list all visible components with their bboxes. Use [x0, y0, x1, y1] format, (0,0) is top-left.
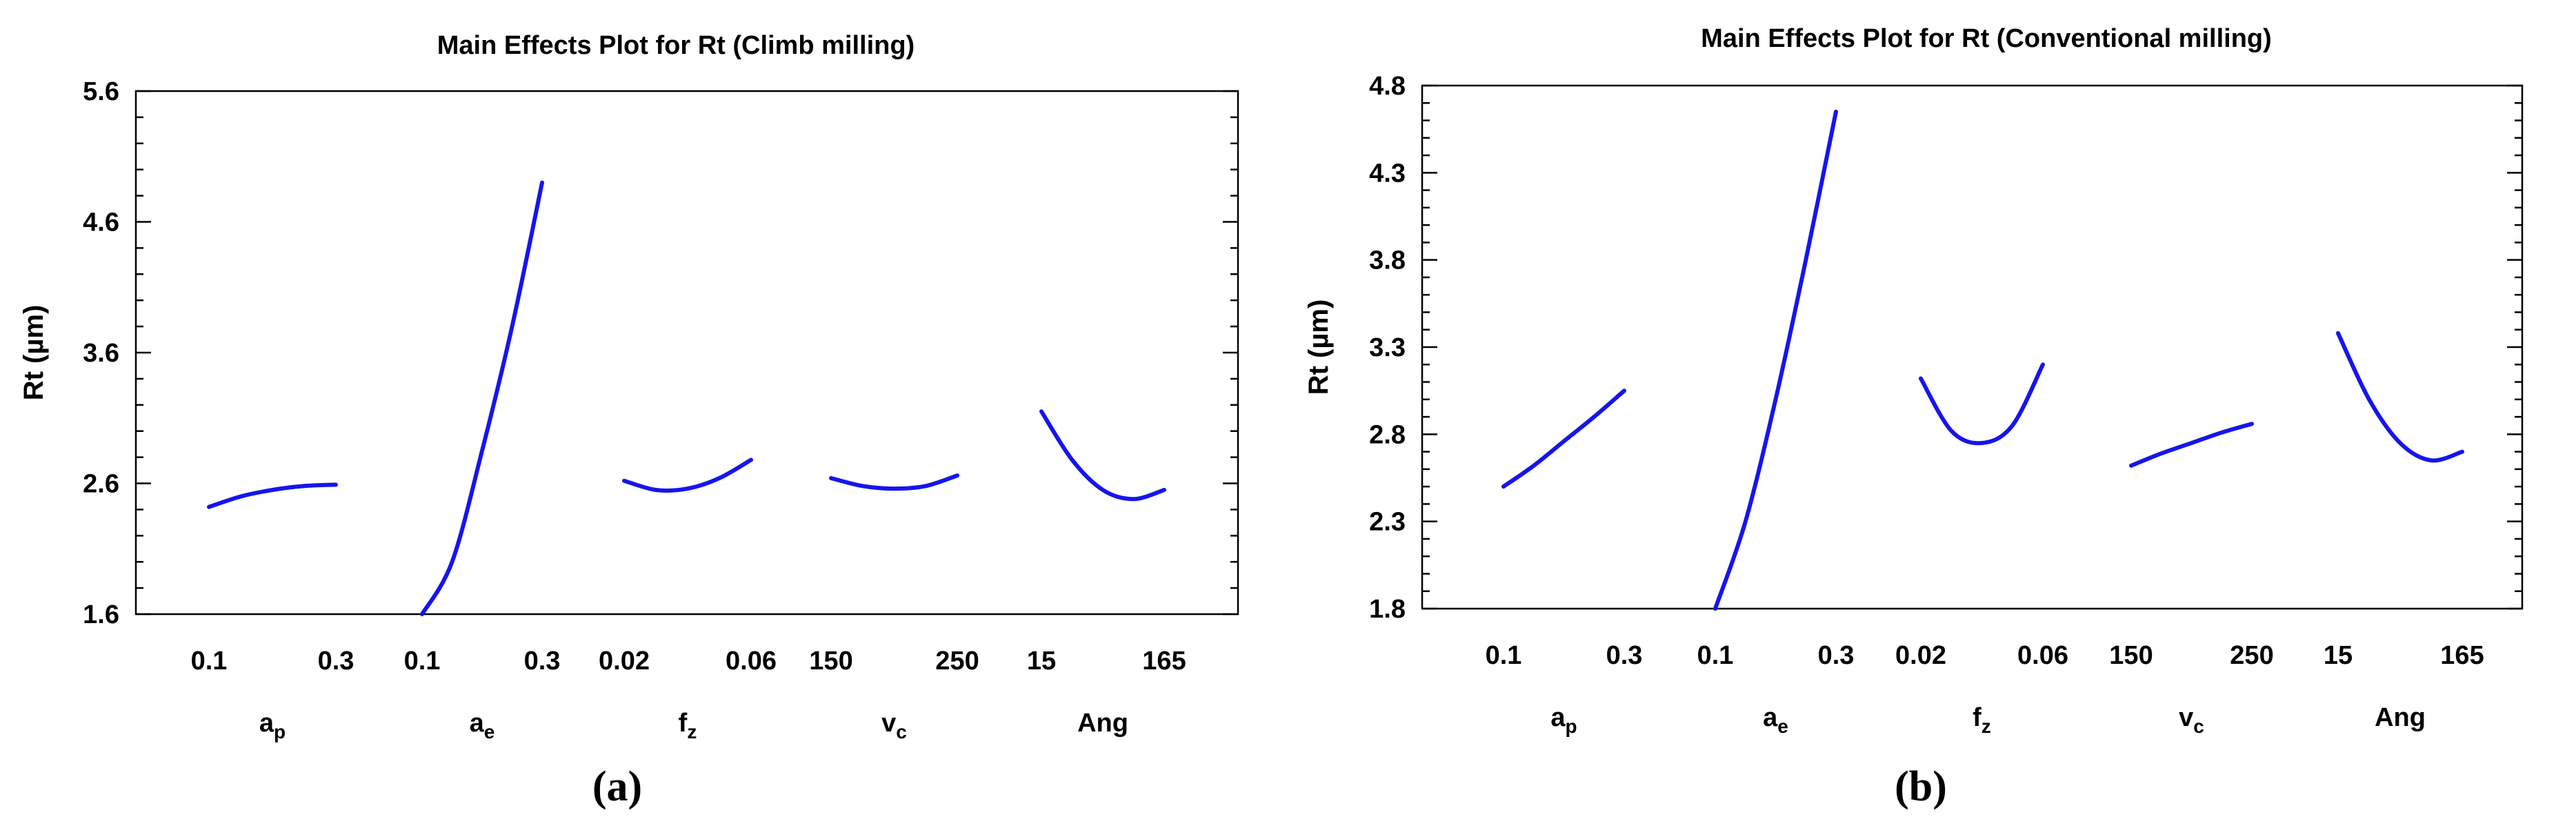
y-tick-label: 2.6: [83, 470, 119, 499]
panel-label: (b): [1895, 763, 1947, 810]
y-tick-label: 5.6: [83, 77, 119, 106]
x-tick-label-ang-high: 165: [2440, 641, 2484, 670]
x-tick-label-ang-low: 15: [2324, 641, 2353, 670]
effect-curve-ae: [420, 180, 544, 616]
effect-curve-fz: [622, 458, 753, 493]
chart-title: Main Effects Plot for Rt (Conventional m…: [1701, 24, 2272, 53]
y-tick-label: 3.3: [1369, 333, 1406, 362]
factor-label-ap: ap: [259, 709, 286, 743]
x-tick-label-fz-high: 0.06: [726, 647, 777, 676]
panel-label: (a): [592, 763, 642, 810]
x-tick-label-ap-low: 0.1: [191, 647, 228, 676]
x-tick-label-fz-low: 0.02: [1895, 641, 1946, 670]
factor-label-ap: ap: [1550, 703, 1577, 737]
factor-label-vc: vc: [881, 709, 907, 743]
y-tick-label: 2.3: [1369, 508, 1406, 537]
y-tick-label: 4.8: [1369, 72, 1406, 101]
plot-frame: [134, 90, 1239, 616]
chart-panel-1: Main Effects Plot for Rt (Climb milling)…: [19, 31, 1239, 810]
chart-panel-2: Main Effects Plot for Rt (Conventional m…: [1304, 24, 2524, 810]
factor-label-fz: fz: [679, 709, 697, 743]
plot-frame: [1421, 84, 2524, 610]
x-tick-label-ae-low: 0.1: [404, 647, 441, 676]
y-tick-label: 3.6: [83, 339, 119, 368]
effect-curve-ap: [207, 482, 338, 509]
x-tick-label-ang-low: 15: [1027, 647, 1056, 676]
x-tick-label-ap-low: 0.1: [1486, 641, 1522, 670]
factor-label-fz: fz: [1973, 703, 1991, 737]
x-tick-label-vc-low: 150: [2109, 641, 2153, 670]
x-tick-label-vc-high: 250: [2230, 641, 2273, 670]
factor-label-ae: ae: [1763, 703, 1788, 737]
x-tick-label-ae-high: 0.3: [1818, 641, 1855, 670]
effect-curve-ang: [1039, 409, 1166, 502]
chart-title: Main Effects Plot for Rt (Climb milling): [437, 31, 915, 60]
effect-curve-ang: [2336, 331, 2464, 463]
y-tick-label: 4.3: [1369, 159, 1406, 188]
y-axis-label: Rt (µm): [1304, 299, 1334, 395]
factor-label-vc: vc: [2179, 703, 2204, 737]
x-tick-label-ang-high: 165: [1142, 647, 1186, 676]
effect-curve-vc: [829, 473, 959, 491]
factor-label-ang: Ang: [1077, 709, 1128, 738]
y-tick-label: 4.6: [83, 208, 119, 237]
y-tick-label: 1.8: [1369, 595, 1406, 624]
y-tick-label: 2.8: [1369, 420, 1406, 449]
x-tick-label-vc-low: 150: [809, 647, 852, 676]
x-tick-label-vc-high: 250: [935, 647, 979, 676]
x-tick-label-ae-high: 0.3: [524, 647, 561, 676]
x-tick-label-fz-high: 0.06: [2017, 641, 2068, 670]
y-tick-label: 3.8: [1369, 246, 1406, 275]
effect-curve-ae: [1713, 109, 1838, 611]
effect-curve-ap: [1501, 389, 1626, 489]
x-tick-label-ap-high: 0.3: [1606, 641, 1643, 670]
y-tick-label: 1.6: [83, 600, 119, 629]
x-tick-label-ap-high: 0.3: [318, 647, 355, 676]
y-axis-label: Rt (µm): [19, 305, 49, 401]
effect-curve-fz: [1919, 362, 2045, 446]
effect-curve-vc: [2129, 422, 2254, 468]
factor-label-ang: Ang: [2375, 703, 2426, 732]
x-tick-label-fz-low: 0.02: [599, 647, 650, 676]
factor-label-ae: ae: [470, 709, 495, 743]
x-tick-label-ae-low: 0.1: [1697, 641, 1734, 670]
